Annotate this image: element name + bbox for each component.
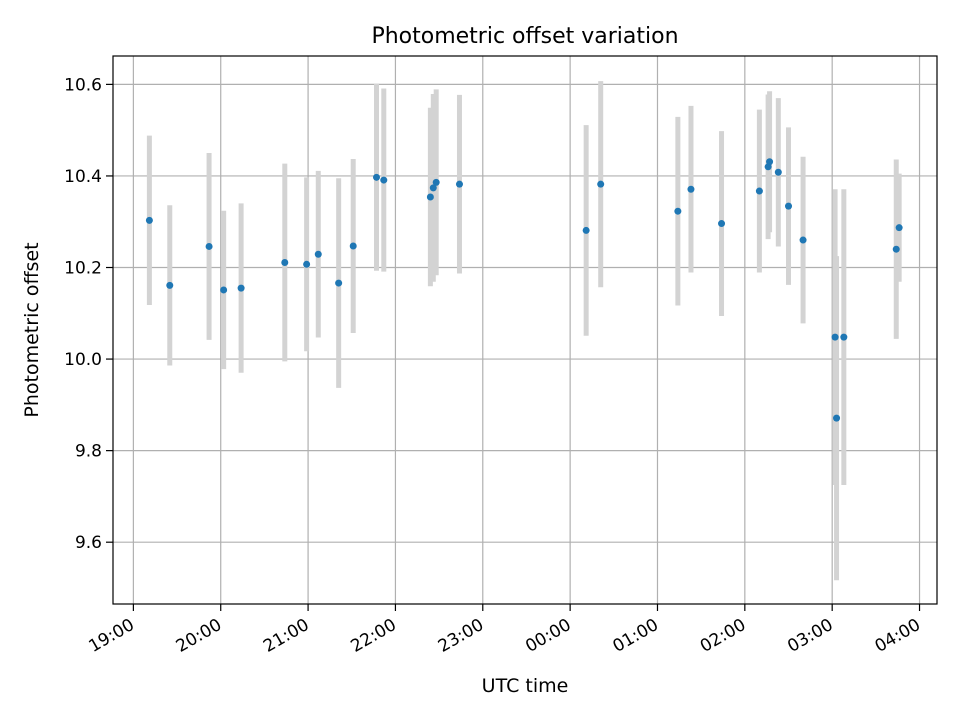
- data-point: [674, 207, 682, 215]
- grid-lines: [113, 56, 937, 604]
- plot-area: [113, 56, 937, 604]
- y-tick-label: 9.8: [75, 442, 102, 462]
- data-point: [774, 168, 782, 176]
- data-point: [582, 226, 590, 234]
- data-point: [766, 158, 774, 166]
- data-point: [166, 281, 174, 289]
- data-point: [335, 279, 343, 287]
- data-point: [455, 180, 463, 188]
- data-point: [432, 178, 440, 186]
- y-tick-label: 10.4: [64, 167, 102, 187]
- chart-title: Photometric offset variation: [371, 24, 678, 49]
- data-point: [237, 284, 245, 292]
- data-point: [145, 216, 153, 224]
- data-point: [833, 414, 841, 422]
- data-point: [205, 242, 213, 250]
- data-point: [892, 245, 900, 253]
- data-point: [785, 202, 793, 210]
- x-axis-label: UTC time: [482, 675, 569, 697]
- data-point: [220, 286, 228, 294]
- data-point: [895, 224, 903, 232]
- data-point: [831, 333, 839, 341]
- data-point: [314, 250, 322, 258]
- y-tick-label: 10.0: [64, 350, 102, 370]
- data-point: [840, 333, 848, 341]
- y-tick-label: 9.6: [75, 533, 102, 553]
- data-point: [429, 184, 437, 192]
- data-point: [281, 258, 289, 266]
- data-point: [718, 220, 726, 228]
- data-point: [426, 193, 434, 201]
- data-point: [349, 242, 357, 250]
- y-axis-ticks: 9.6 9.8 10.0 10.2 10.4 10.6: [64, 75, 113, 553]
- data-point: [597, 180, 605, 188]
- y-tick-label: 10.6: [64, 75, 102, 95]
- data-point: [380, 176, 388, 184]
- data-point: [687, 185, 695, 193]
- plot-frame: [112, 55, 938, 605]
- y-tick-label: 10.2: [64, 259, 102, 279]
- data-points: [145, 158, 903, 422]
- data-point: [755, 187, 763, 195]
- data-point: [303, 260, 311, 268]
- data-point: [373, 173, 381, 181]
- data-point: [799, 236, 807, 244]
- y-axis-label: Photometric offset: [21, 242, 43, 417]
